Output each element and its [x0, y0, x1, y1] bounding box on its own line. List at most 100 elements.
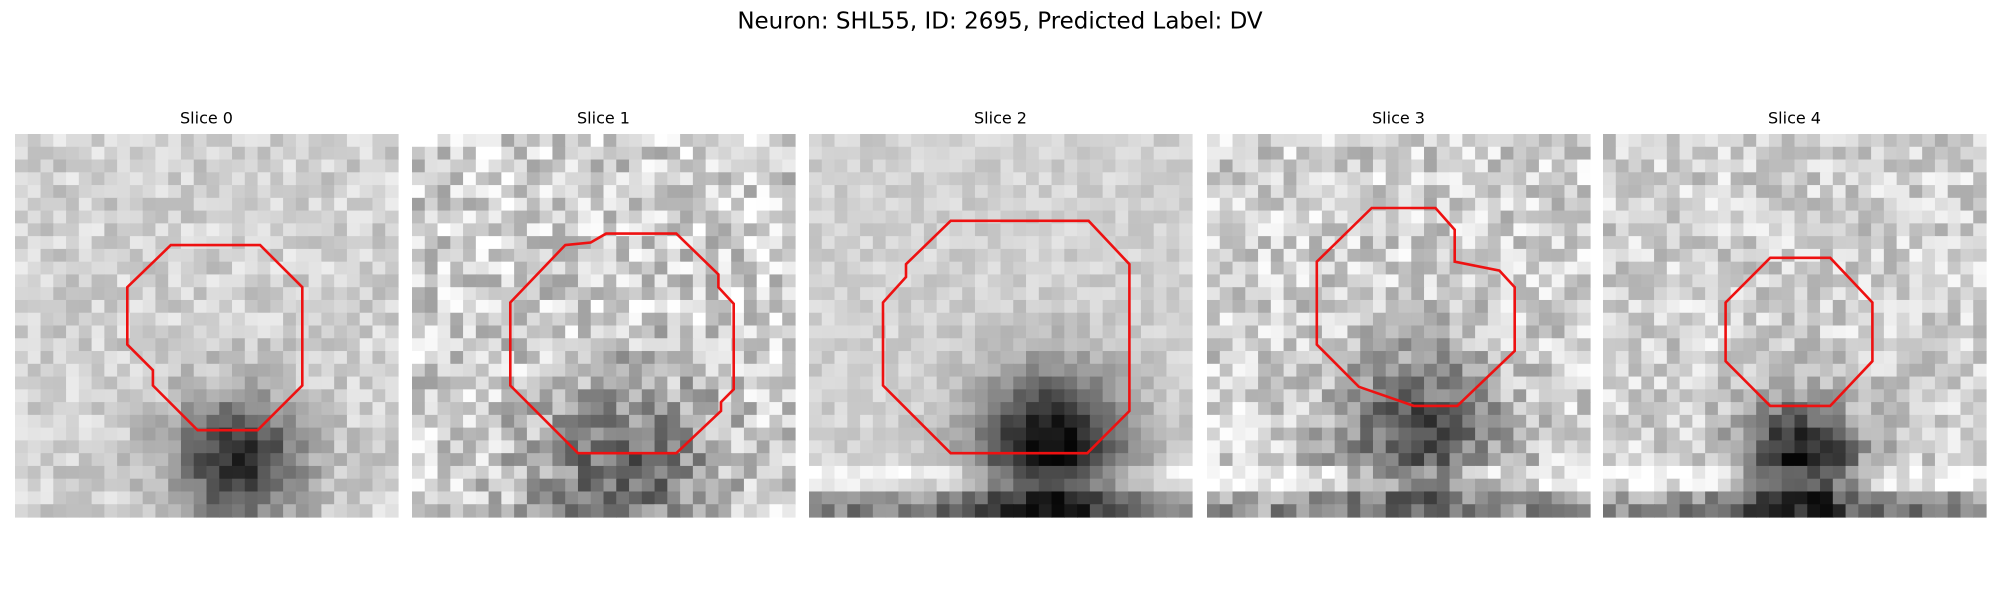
pixel	[641, 414, 656, 429]
pixel	[193, 504, 208, 518]
pixel	[1424, 172, 1438, 186]
pixel	[244, 440, 259, 454]
pixel	[1871, 236, 1885, 250]
pixel	[424, 351, 439, 365]
pixel	[1896, 210, 1910, 224]
pixel	[1896, 478, 1910, 493]
pixel	[577, 402, 592, 416]
pixel	[1973, 325, 1987, 339]
pixel	[1513, 172, 1527, 186]
pixel	[1385, 312, 1400, 327]
pixel	[1462, 236, 1476, 250]
pixel	[412, 389, 426, 403]
pixel	[1207, 402, 1221, 416]
pixel	[1089, 453, 1104, 467]
pixel	[488, 478, 502, 493]
pixel	[40, 287, 54, 301]
pixel	[756, 236, 771, 250]
pixel	[1577, 223, 1591, 237]
pixel	[1385, 363, 1400, 378]
pixel	[206, 172, 220, 186]
pixel	[1896, 325, 1910, 339]
pixel	[1960, 248, 1974, 263]
pixel	[577, 134, 592, 148]
pixel	[667, 146, 681, 161]
pixel	[1232, 312, 1246, 327]
pixel	[1820, 146, 1834, 161]
pixel	[1153, 172, 1168, 186]
pixel	[1475, 414, 1489, 429]
pixel	[1207, 274, 1221, 288]
pixel	[1166, 414, 1180, 429]
pixel	[1411, 440, 1425, 454]
pixel	[1794, 223, 1808, 237]
pixel	[1909, 236, 1923, 250]
pixel	[1013, 261, 1027, 276]
pixel	[450, 440, 464, 454]
pixel	[1654, 504, 1668, 518]
pixel	[168, 453, 182, 467]
pixel	[1436, 146, 1451, 161]
pixel	[1896, 248, 1910, 263]
pixel	[1781, 146, 1796, 161]
pixel	[1232, 223, 1246, 237]
pixel	[450, 134, 464, 148]
pixel	[501, 197, 515, 212]
pixel	[27, 172, 42, 186]
pixel	[142, 478, 157, 493]
pixel	[1089, 427, 1104, 441]
pixel	[1207, 134, 1221, 148]
pixel	[1781, 363, 1796, 378]
pixel	[232, 312, 246, 327]
pixel	[1462, 453, 1476, 467]
pixel	[104, 312, 118, 327]
pixel	[1500, 146, 1514, 161]
pixel	[1679, 363, 1693, 378]
pixel	[1166, 172, 1180, 186]
pixel	[1270, 274, 1285, 288]
pixel	[1577, 248, 1591, 263]
pixel	[987, 223, 1002, 237]
pixel	[1077, 414, 1091, 429]
pixel	[756, 325, 771, 339]
pixel	[437, 376, 451, 390]
pixel	[821, 465, 836, 480]
pixel	[949, 402, 963, 416]
pixel	[1436, 197, 1451, 212]
pixel	[577, 172, 592, 186]
pixel	[1026, 312, 1040, 327]
pixel	[1013, 248, 1027, 263]
pixel	[1102, 363, 1116, 378]
pixel	[1934, 504, 1949, 518]
pixel	[1153, 185, 1168, 199]
pixel	[680, 325, 694, 339]
pixel	[1436, 478, 1451, 493]
pixel	[219, 363, 233, 378]
pixel	[1245, 223, 1259, 237]
pixel	[629, 134, 643, 148]
pixel	[616, 197, 630, 212]
pixel	[488, 491, 502, 505]
pixel	[1475, 465, 1489, 480]
pixel	[117, 465, 131, 480]
pixel	[616, 274, 630, 288]
pixel	[1845, 491, 1859, 505]
pixel	[1153, 159, 1168, 173]
pixel	[206, 312, 220, 327]
pixel	[1858, 376, 1872, 390]
pixel	[641, 325, 656, 339]
pixel	[78, 465, 93, 480]
pixel	[1398, 210, 1412, 224]
pixel	[117, 159, 131, 173]
pixel	[475, 351, 490, 365]
pixel	[1026, 465, 1040, 480]
pixel	[1077, 363, 1091, 378]
pixel	[1526, 427, 1540, 441]
pixel	[962, 261, 976, 276]
pixel	[629, 210, 643, 224]
pixel	[40, 146, 54, 161]
pixel	[1500, 453, 1514, 467]
pixel	[1424, 351, 1438, 365]
pixel	[244, 389, 259, 403]
pixel	[1526, 504, 1540, 518]
